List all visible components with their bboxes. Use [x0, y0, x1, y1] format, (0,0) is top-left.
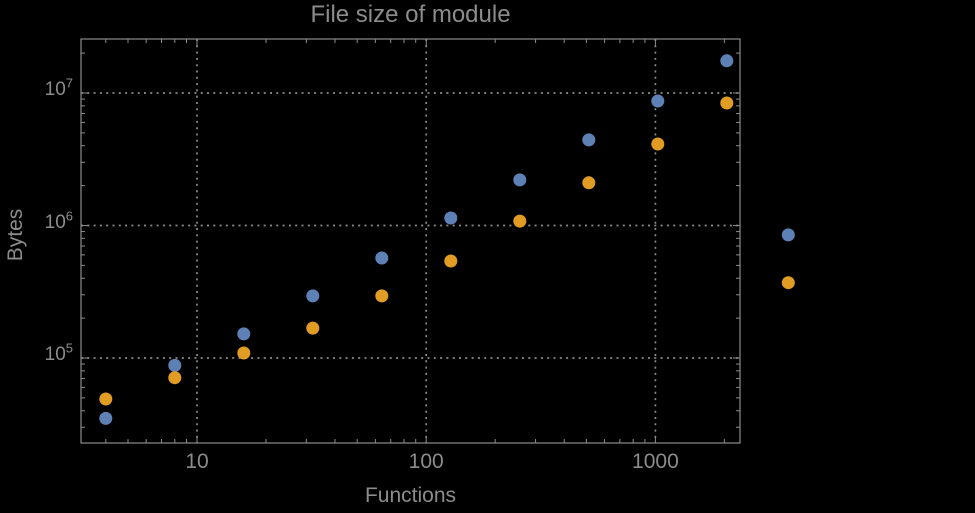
y-tick-label: 105 — [44, 340, 73, 365]
data-point-series-1-blue — [720, 54, 734, 68]
data-point-series-2-orange — [306, 321, 320, 335]
data-point-series-1-blue — [168, 358, 182, 372]
chart-title: File size of module — [310, 1, 511, 28]
data-point-series-1-blue — [444, 211, 458, 225]
x-tick-label: 10 — [185, 450, 209, 473]
data-point-series-2-orange — [237, 346, 251, 360]
data-point-series-1-blue — [781, 228, 795, 242]
data-point-series-2-orange — [582, 176, 596, 190]
data-point-series-1-blue — [582, 133, 596, 147]
data-point-series-1-blue — [237, 327, 251, 341]
data-point-series-1-blue — [306, 289, 320, 303]
data-point-series-2-orange — [444, 254, 458, 268]
data-point-series-2-orange — [168, 371, 182, 385]
data-point-series-1-blue — [513, 173, 527, 187]
plot-frame — [80, 38, 741, 444]
data-point-series-2-orange — [651, 137, 665, 151]
data-point-series-2-orange — [720, 96, 734, 110]
y-axis-label: Bytes — [4, 208, 27, 262]
y-tick-label: 107 — [44, 75, 73, 100]
data-point-series-2-orange — [99, 392, 113, 406]
data-point-series-2-orange — [781, 276, 795, 290]
data-point-series-1-blue — [651, 94, 665, 108]
y-tick-label: 106 — [44, 208, 73, 233]
x-tick-label: 1000 — [632, 450, 679, 473]
data-point-series-1-blue — [375, 251, 389, 265]
data-point-series-1-blue — [99, 411, 113, 425]
data-point-series-2-orange — [375, 289, 389, 303]
x-axis-label: Functions — [364, 484, 457, 507]
x-tick-label: 100 — [408, 450, 444, 473]
data-point-series-2-orange — [513, 214, 527, 228]
